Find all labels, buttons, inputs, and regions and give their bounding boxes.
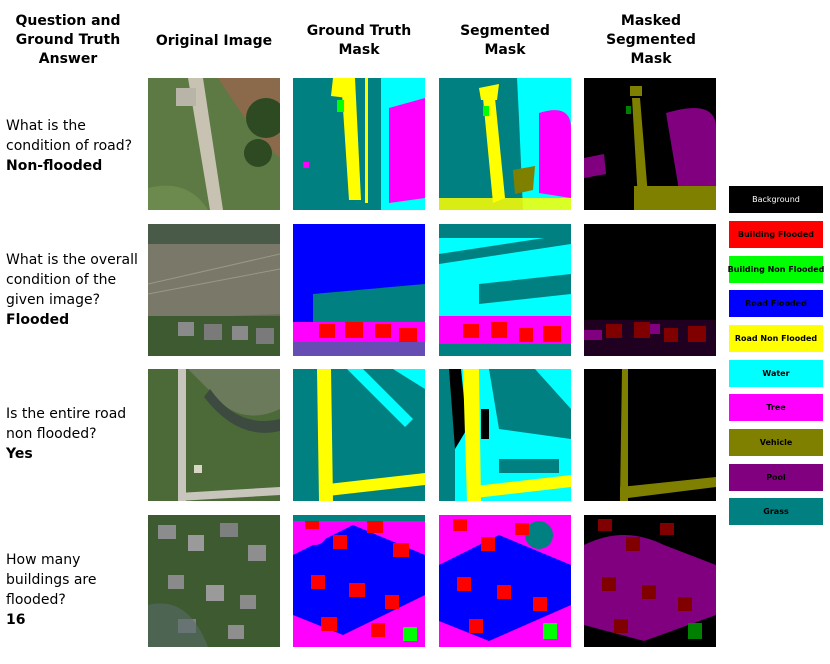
segmented-mask-3 — [439, 369, 571, 501]
answer-text: Yes — [6, 446, 33, 462]
question-text: What is the condition of road? — [6, 118, 133, 154]
legend-background: Background — [729, 186, 823, 213]
row-1-question: What is the condition of road? Non-flood… — [6, 116, 148, 176]
question-text: What is the overall condition of the giv… — [6, 252, 138, 308]
segmented-mask-2 — [439, 224, 571, 356]
masked-segmented-mask-4 — [584, 515, 716, 647]
row-3-question: Is the entire road non flooded? Yes — [6, 404, 148, 464]
legend-road-non-flooded: Road Non Flooded — [729, 325, 823, 352]
legend-grass: Grass — [729, 498, 823, 525]
masked-segmented-mask-2 — [584, 224, 716, 356]
header-question: Question and Ground Truth Answer — [15, 13, 121, 67]
original-image-3 — [148, 369, 280, 501]
original-image-1 — [148, 78, 280, 210]
question-text: How many buildings are flooded? — [6, 552, 97, 608]
header-masked-segmented-mask: Masked Segmented Mask — [606, 13, 696, 67]
header-ground-truth-mask: Ground Truth Mask — [306, 23, 412, 58]
ground-truth-mask-4 — [293, 515, 425, 647]
answer-text: 16 — [6, 612, 26, 628]
original-image-4 — [148, 515, 280, 647]
row-2-question: What is the overall condition of the giv… — [6, 250, 148, 330]
segmented-mask-4 — [439, 515, 571, 647]
ground-truth-mask-2 — [293, 224, 425, 356]
legend-pool: Pool — [729, 464, 823, 491]
legend-building-non-flooded: Building Non Flooded — [728, 256, 824, 283]
original-image-2 — [148, 224, 280, 356]
segmented-mask-1 — [439, 78, 571, 210]
legend-water: Water — [729, 360, 823, 387]
ground-truth-mask-3 — [293, 369, 425, 501]
row-4-question: How many buildings are flooded? 16 — [6, 550, 148, 630]
masked-segmented-mask-1 — [584, 78, 716, 210]
answer-text: Flooded — [6, 312, 70, 328]
legend-vehicle: Vehicle — [729, 429, 823, 456]
answer-text: Non-flooded — [6, 158, 103, 174]
header-segmented-mask: Segmented Mask — [460, 23, 550, 58]
question-text: Is the entire road non flooded? — [6, 406, 127, 442]
legend-tree: Tree — [729, 394, 823, 421]
ground-truth-mask-1 — [293, 78, 425, 210]
header-original-image: Original Image — [155, 33, 273, 49]
legend-road-flooded: Road Flooded — [729, 290, 823, 317]
masked-segmented-mask-3 — [584, 369, 716, 501]
legend-building-flooded: Building Flooded — [729, 221, 823, 248]
